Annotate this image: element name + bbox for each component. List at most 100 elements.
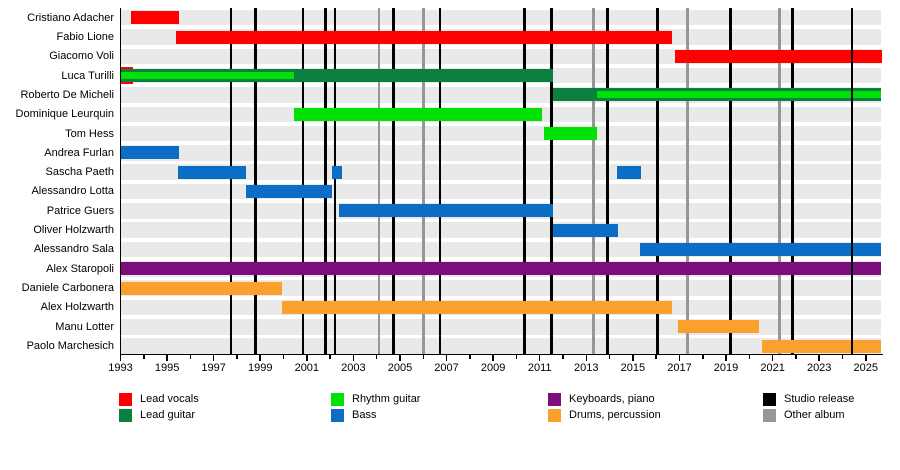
studio-release-line <box>333 8 337 355</box>
member-name-label: Paolo Marchesich <box>26 340 114 353</box>
member-name-label: Andrea Furlan <box>44 146 114 159</box>
axis-tick <box>329 355 331 359</box>
axis-tick-label: 2005 <box>387 362 413 374</box>
row-stripe <box>121 145 881 161</box>
axis-tick <box>795 355 797 359</box>
axis-tick-label: 2025 <box>853 362 879 374</box>
member-bar-drums <box>762 339 881 353</box>
axis-tick <box>306 355 308 361</box>
studio-release-line <box>254 8 257 355</box>
legend-label-drums: Drums, percussion <box>569 408 661 421</box>
studio-release-line <box>850 8 854 355</box>
member-name-label: Luca Turilli <box>61 69 114 82</box>
member-name-label: Patrice Guers <box>46 204 114 217</box>
axis-tick-label: 1997 <box>201 362 226 374</box>
axis-tick-label: 2021 <box>760 362 785 374</box>
axis-tick-label: 1999 <box>247 362 273 374</box>
member-bar-bass <box>246 185 333 199</box>
axis-tick <box>771 355 774 361</box>
axis-tick <box>236 355 238 359</box>
studio-release-line <box>606 8 609 355</box>
axis-tick <box>399 355 401 361</box>
row-stripe <box>121 319 881 335</box>
axis-tick <box>678 355 681 361</box>
legend-label-studio_release: Studio release <box>784 393 855 405</box>
legend-swatch-drums <box>548 408 561 422</box>
member-name-label: Cristiano Adacher <box>27 11 114 24</box>
member-name-label: Daniele Carbonera <box>21 282 114 295</box>
axis-tick <box>469 355 471 359</box>
member-bar-rhythm_guitar <box>596 91 881 99</box>
axis-tick-label: 2015 <box>620 362 646 374</box>
legend-label-lead_vocals: Lead vocals <box>140 393 199 405</box>
axis-tick <box>352 355 355 361</box>
legend-swatch-studio_release <box>763 393 776 406</box>
member-bar-keyboards <box>120 262 881 276</box>
studio-release-line <box>324 8 327 355</box>
axis-tick <box>608 355 611 359</box>
member-bar-lead_vocals <box>674 49 883 63</box>
member-name-label: Manu Lotter <box>55 320 114 333</box>
axis-tick <box>212 355 215 361</box>
row-stripe <box>121 338 881 354</box>
axis-tick <box>632 355 634 361</box>
member-bar-lead_vocals <box>130 11 179 25</box>
axis-tick-label: 2003 <box>341 362 366 374</box>
member-bar-drums <box>282 301 673 314</box>
axis-tick <box>585 355 588 361</box>
axis-tick <box>538 355 541 361</box>
member-name-label: Roberto De Micheli <box>20 88 114 101</box>
member-bar-bass <box>639 243 881 257</box>
legend-swatch-lead_guitar <box>119 408 132 422</box>
member-name-label: Alessandro Sala <box>33 243 114 256</box>
member-name-label: Fabio Lione <box>56 30 115 43</box>
axis-tick <box>655 355 657 359</box>
studio-release-line <box>301 8 305 355</box>
row-stripe <box>121 280 881 296</box>
legend-label-lead_guitar: Lead guitar <box>140 408 196 421</box>
member-bar-rhythm_guitar <box>294 107 543 121</box>
axis-tick <box>562 355 564 359</box>
legend-label-bass: Bass <box>352 408 377 421</box>
axis-tick <box>143 355 145 359</box>
axis-tick-label: 2007 <box>434 362 459 374</box>
member-name-label: Alex Holzwarth <box>40 301 114 314</box>
member-bar-bass <box>332 165 342 179</box>
axis-tick-label: 1995 <box>154 362 180 374</box>
axis-tick <box>166 355 168 361</box>
studio-release-line <box>656 8 659 355</box>
axis-tick-label: 2011 <box>527 362 552 374</box>
member-bar-bass <box>616 165 642 179</box>
other-album-line <box>778 8 781 355</box>
member-bar-rhythm_guitar <box>120 72 294 80</box>
member-bar-bass <box>177 165 247 179</box>
axis-tick <box>841 355 844 359</box>
member-bar-bass <box>552 223 618 237</box>
studio-release-line <box>229 8 233 355</box>
axis-tick <box>282 355 285 359</box>
other-album-line <box>592 8 595 355</box>
axis-tick-label: 1993 <box>108 362 133 374</box>
legend-swatch-other_album <box>763 408 776 422</box>
member-name-label: Alex Staropoli <box>46 262 114 275</box>
axis-tick <box>818 355 820 361</box>
member-name-label: Alessandro Lotta <box>31 185 114 198</box>
legend-swatch-rhythm_guitar <box>331 393 344 406</box>
studio-release-line <box>550 8 553 355</box>
legend-swatch-keyboards <box>548 393 561 406</box>
axis-tick-label: 2013 <box>574 362 599 374</box>
other-album-line <box>686 8 689 355</box>
member-name-label: Giacomo Voli <box>49 50 114 63</box>
legend-label-other_album: Other album <box>784 408 845 421</box>
legend-swatch-lead_vocals <box>119 393 132 406</box>
x-axis-line <box>119 353 883 355</box>
member-name-label: Oliver Holzwarth <box>33 224 114 237</box>
member-bar-rhythm_guitar <box>544 127 597 141</box>
axis-tick <box>492 355 494 361</box>
axis-tick <box>702 355 704 359</box>
row-stripe <box>121 222 881 238</box>
axis-tick <box>422 355 425 359</box>
y-axis-line <box>119 8 121 355</box>
axis-tick <box>515 355 518 359</box>
row-stripe <box>121 183 881 200</box>
